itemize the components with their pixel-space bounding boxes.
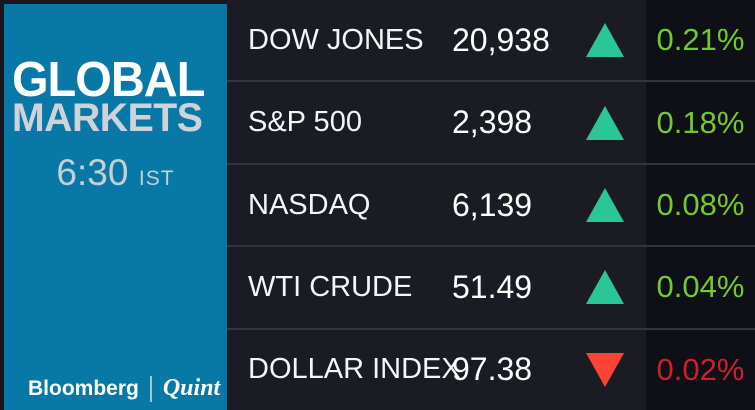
table-row: S&P 500 2,398 0.18% (227, 82, 755, 165)
instrument-label: NASDAQ (248, 188, 371, 221)
time-zone-label: IST (138, 167, 175, 190)
down-triangle-icon (586, 352, 624, 387)
up-arrow-cell (564, 165, 646, 245)
instrument-value: 20,938 (452, 21, 550, 58)
instrument-value: 2,398 (452, 104, 533, 141)
change-percent: 0.08% (646, 164, 755, 246)
instrument-label: WTI CRUDE (248, 270, 413, 303)
change-percent: 0.18% (646, 82, 755, 163)
time-value: 6:30 (56, 152, 129, 193)
market-table: DOW JONES 20,938 0.21% S&P 500 2,398 0.1… (227, 0, 755, 410)
down-arrow-cell (564, 330, 646, 410)
instrument-label: DOW JONES (248, 23, 424, 56)
logo-divider (149, 375, 152, 402)
title-markets: MARKETS (12, 96, 203, 140)
change-percent: 0.04% (646, 247, 755, 328)
up-triangle-icon (586, 105, 624, 140)
instrument-value: 51.49 (452, 268, 533, 305)
quint-logo-text: Quint (162, 375, 221, 401)
brand-panel: GLOBAL MARKETS 6:30 IST Bloomberg Quint (4, 4, 227, 410)
table-row: DOW JONES 20,938 0.21% (227, 0, 755, 83)
table-row: DOLLAR INDEX 97.38 0.02% (227, 329, 755, 410)
table-row: WTI CRUDE 51.49 0.04% (227, 247, 755, 330)
up-triangle-icon (586, 23, 624, 58)
instrument-value: 6,139 (452, 186, 533, 223)
up-arrow-cell (564, 247, 646, 327)
up-triangle-icon (586, 188, 624, 223)
bloomberg-logo-text: Bloomberg (28, 376, 139, 400)
up-arrow-cell (564, 0, 646, 80)
change-percent: 0.21% (646, 0, 755, 81)
change-percent: 0.02% (646, 329, 755, 410)
up-triangle-icon (586, 270, 624, 305)
up-arrow-cell (564, 82, 646, 162)
broadcast-time: 6:30 IST (4, 152, 227, 194)
title-global: GLOBAL (12, 51, 205, 107)
instrument-label: DOLLAR INDEX (248, 353, 461, 386)
bloomberg-quint-logo: Bloomberg Quint (28, 375, 220, 402)
table-row: NASDAQ 6,139 0.08% (227, 164, 755, 248)
instrument-value: 97.38 (452, 351, 533, 388)
instrument-label: S&P 500 (248, 106, 362, 139)
